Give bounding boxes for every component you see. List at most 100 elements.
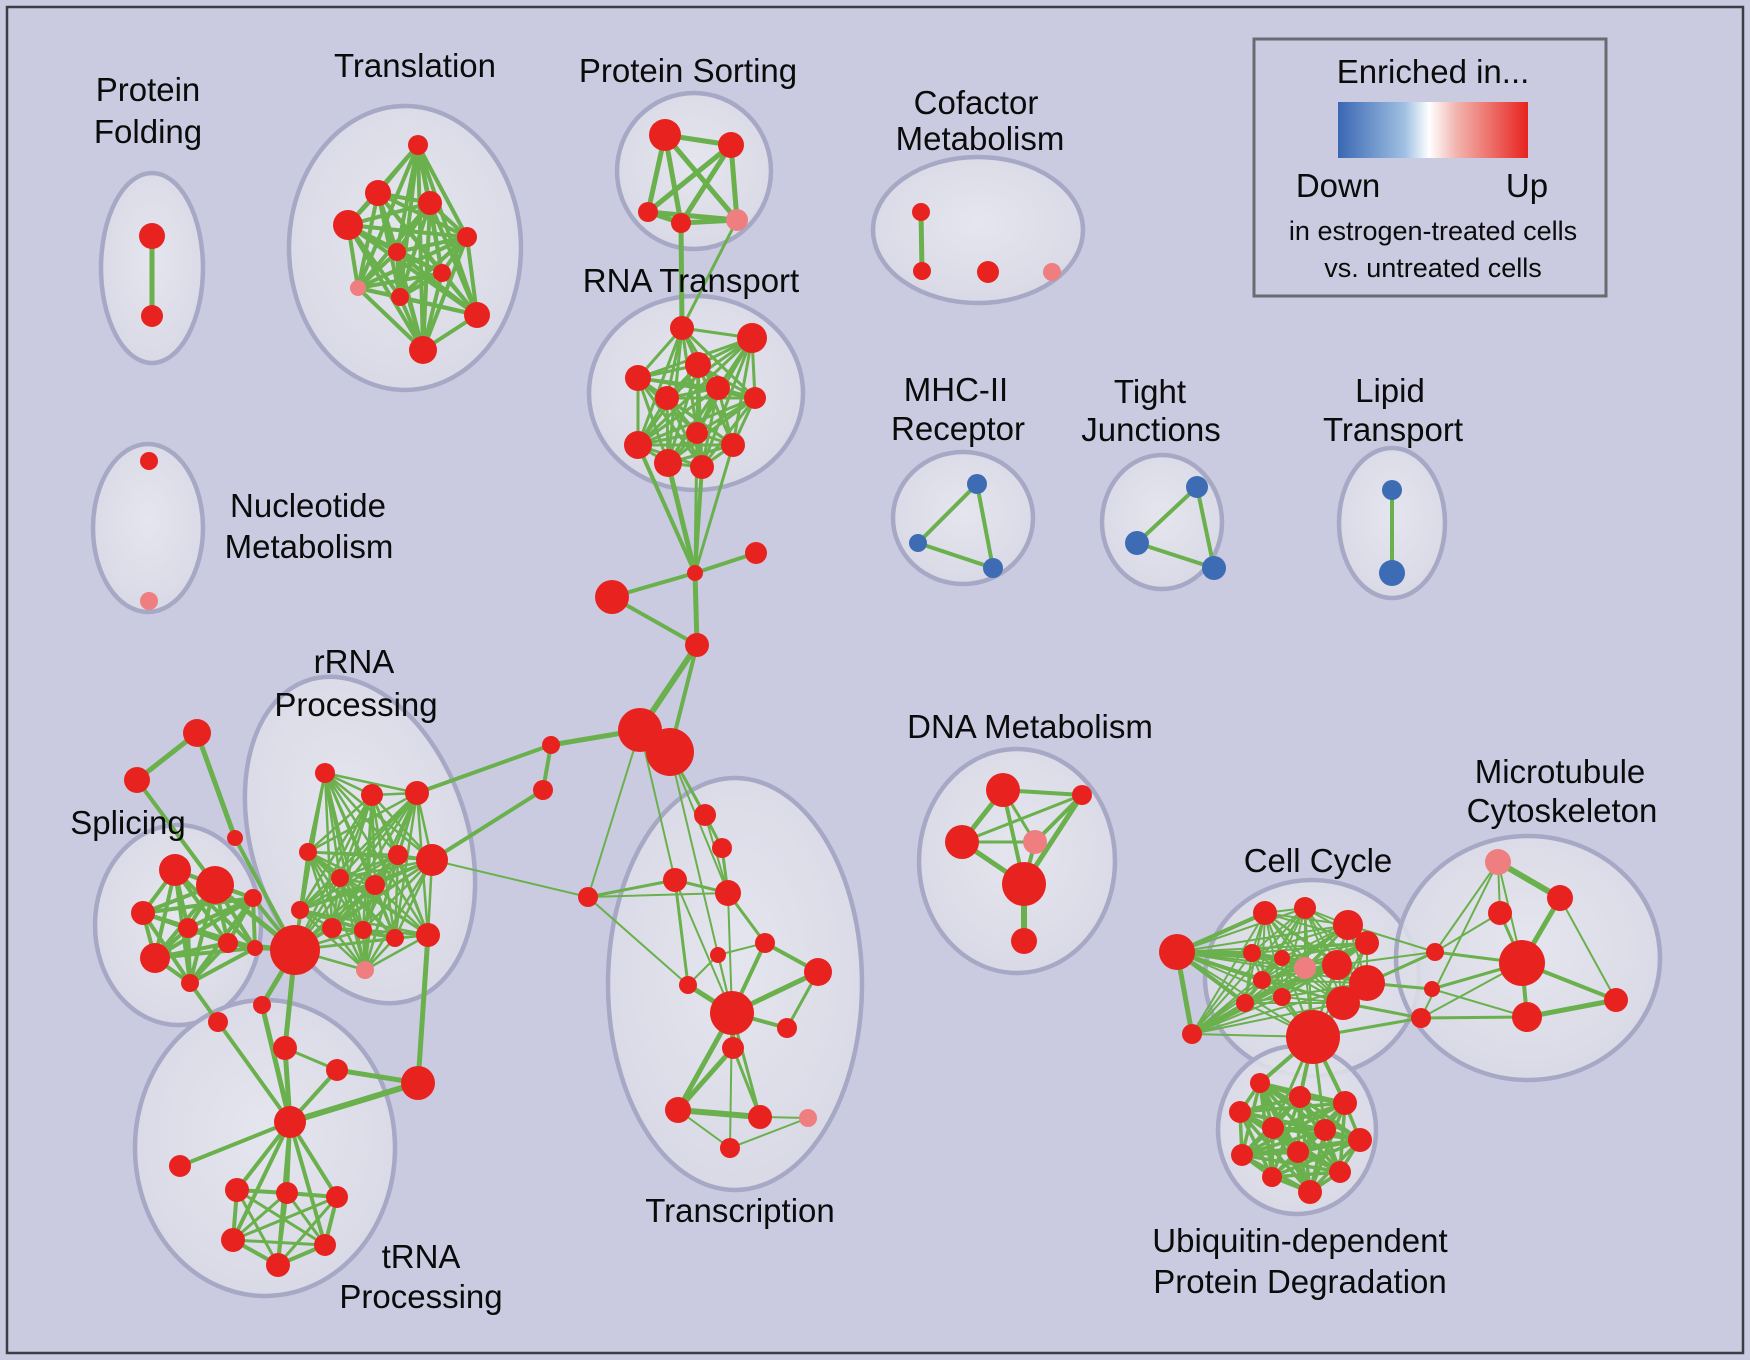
edge xyxy=(678,142,734,226)
rna_transport-node-6 xyxy=(744,387,766,409)
edge xyxy=(586,878,677,899)
protein_sorting-node-0 xyxy=(649,119,681,151)
trna-label-1: Processing xyxy=(339,1278,502,1315)
edge xyxy=(675,1107,763,1120)
edge xyxy=(636,376,757,400)
mhc-node-2 xyxy=(983,558,1003,578)
translation-node-4 xyxy=(457,227,477,247)
rna_transport-node-1 xyxy=(737,323,767,353)
edge xyxy=(188,946,257,985)
microtubule-label-0: Microtubule xyxy=(1475,753,1646,790)
ubiquitin-node-1 xyxy=(1289,1086,1311,1108)
tight_junctions-node-1 xyxy=(1125,531,1149,555)
rrna-node-10 xyxy=(354,921,372,939)
rna_transport-node-4 xyxy=(706,376,730,400)
nodes-layer xyxy=(124,119,1628,1277)
translation-node-10 xyxy=(409,336,437,364)
edge xyxy=(1270,1170,1342,1179)
dna-label-0: DNA Metabolism xyxy=(907,708,1153,745)
splicing-label-0: Splicing xyxy=(70,804,186,841)
protein_sorting-node-1 xyxy=(718,132,744,158)
cell_cycle-node-10 xyxy=(1349,965,1385,1001)
translation-node-9 xyxy=(464,302,490,328)
edge xyxy=(363,858,434,972)
translation-label-0: Translation xyxy=(334,47,496,84)
cell_cycle-node-13 xyxy=(1236,994,1254,1012)
rrna-node-12 xyxy=(416,923,440,947)
edge xyxy=(298,853,400,912)
nucleotide-ellipse xyxy=(90,441,206,615)
edge xyxy=(645,142,734,215)
transcription-node-0 xyxy=(694,804,716,826)
edge xyxy=(415,932,431,1086)
edge xyxy=(1135,541,1216,570)
tight_junctions-label-1: Junctions xyxy=(1081,411,1220,448)
legend-gradient-bar xyxy=(1338,102,1528,158)
rna_transport-node-3 xyxy=(625,365,651,391)
edge xyxy=(918,209,925,274)
ubiquitin-node-9 xyxy=(1262,1167,1282,1187)
edge xyxy=(729,1117,809,1149)
ubiquitin-node-3 xyxy=(1229,1101,1251,1123)
edge xyxy=(1524,997,1619,1020)
mhc-node-1 xyxy=(909,534,927,552)
cofactor-node-0 xyxy=(912,203,930,221)
edge xyxy=(330,853,400,930)
transcription-node-10 xyxy=(722,1037,744,1059)
rna_transport-node-0 xyxy=(670,316,694,340)
edge xyxy=(431,859,589,898)
translation-node-7 xyxy=(350,280,366,296)
cell_cycle-node-8 xyxy=(1294,957,1316,979)
connectors-node-12 xyxy=(253,996,271,1014)
transcription-node-14 xyxy=(720,1138,740,1158)
edge xyxy=(231,1238,327,1247)
splicing-node-2 xyxy=(131,901,155,925)
transcription-label-0: Transcription xyxy=(645,1192,835,1229)
edge xyxy=(636,443,697,575)
trna-ellipse xyxy=(132,997,398,1299)
transcription-node-9 xyxy=(777,1018,797,1038)
microtubule-node-5 xyxy=(1604,988,1628,1012)
rrna-node-4 xyxy=(331,869,349,887)
lipid-label-0: Lipid xyxy=(1355,372,1425,409)
tight_junctions-node-0 xyxy=(1186,476,1208,498)
edge xyxy=(276,1195,339,1267)
legend-caption-line1: in estrogen-treated cells xyxy=(1289,216,1577,246)
edge xyxy=(194,730,238,841)
edge xyxy=(669,751,733,1014)
edge xyxy=(731,1046,762,1119)
cell_cycle-node-7 xyxy=(1274,950,1290,966)
trna-node-1 xyxy=(169,1155,191,1177)
edge xyxy=(1135,485,1199,545)
edge xyxy=(356,271,444,290)
edge xyxy=(1191,912,1266,1035)
microtubule-node-4 xyxy=(1512,1002,1542,1032)
transcription-node-7 xyxy=(804,958,832,986)
cofactor-label-0: Cofactor xyxy=(914,84,1039,121)
edge xyxy=(692,570,700,648)
edge xyxy=(587,896,689,986)
lipid-node-0 xyxy=(1382,480,1402,500)
edge xyxy=(1238,1101,1347,1114)
cell_cycle-node-12 xyxy=(1273,988,1291,1006)
connectors-node-6 xyxy=(542,736,560,754)
edge xyxy=(1191,952,1253,1035)
mhc-node-0 xyxy=(967,474,987,494)
edge xyxy=(693,465,704,575)
translation-node-6 xyxy=(433,264,451,282)
connectors-node-8 xyxy=(578,887,598,907)
rrna-node-8 xyxy=(291,901,309,919)
edge xyxy=(1191,1002,1344,1035)
edge xyxy=(587,729,641,898)
edge xyxy=(395,235,469,254)
edge xyxy=(693,443,735,575)
protein_folding-label-0: Protein xyxy=(96,71,201,108)
edge xyxy=(1195,485,1216,570)
edge xyxy=(1191,979,1263,1035)
edge xyxy=(1281,942,1368,959)
trna-node-2 xyxy=(225,1178,249,1202)
rrna-node-2 xyxy=(405,781,429,805)
ubiquitin-node-10 xyxy=(1329,1161,1351,1183)
